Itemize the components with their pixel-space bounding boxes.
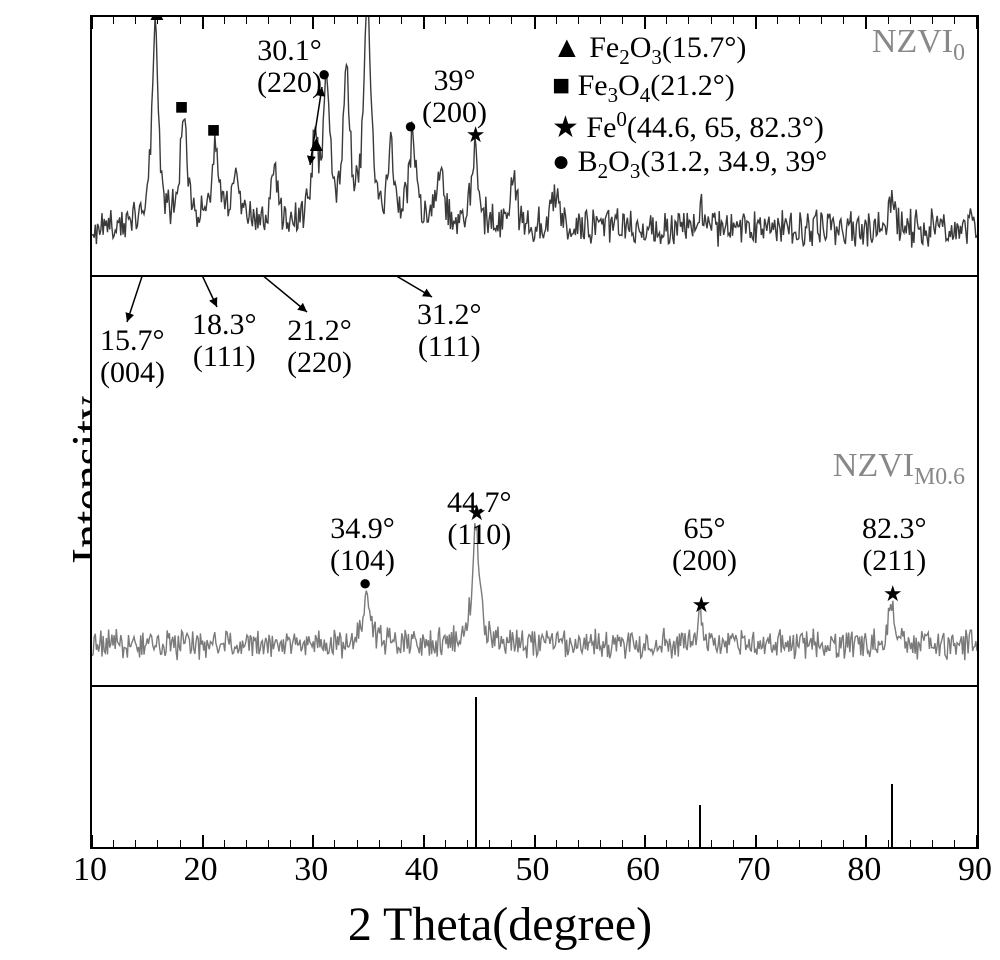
x-tick-label: 10 [73, 851, 107, 889]
annot-65: 65°(200) [672, 513, 737, 576]
legend-fe2o3: ▲ Fe2O3(15.7°) [552, 31, 746, 69]
annot-39: 39°(200) [422, 65, 487, 128]
spectrum-nzvi0 [92, 17, 977, 275]
peak-marker: ★ [467, 500, 487, 526]
peak-marker: ★ [466, 122, 486, 148]
annot-31p2: 31.2°(111) [417, 299, 482, 362]
sample-label-nzvi0: NZVI0 [872, 23, 965, 67]
x-tick-label: 60 [626, 851, 660, 889]
x-tick-label: 50 [516, 851, 550, 889]
legend-fe3o4: ■ Fe3O4(21.2°) [552, 69, 735, 107]
xrd-chart: Intensity 2 Theta(degree) NZVI0 30.1°(22… [0, 0, 1000, 960]
x-tick-label: 70 [737, 851, 771, 889]
peak-marker: ▲ [305, 131, 327, 157]
peak-marker: ★ [691, 592, 711, 618]
annot-18p3: 18.3°(111) [192, 309, 257, 372]
annot-15p7: 15.7°(004) [100, 325, 165, 388]
legend-b2o3: ● B2O3(31.2, 34.9, 39° [552, 145, 827, 183]
annot-82p3: 82.3°(211) [862, 513, 927, 576]
panel-nzvim06: NZVIM0.6 15.7°(004) 18.3°(111) 21.2°(220… [92, 277, 977, 687]
x-tick-label: 30 [294, 851, 328, 889]
reference-stick [475, 697, 477, 847]
peak-marker: ● [358, 570, 371, 596]
legend-fe0: ★ Fe0(44.6, 65, 82.3°) [552, 107, 824, 146]
peak-marker: ■ [207, 117, 220, 143]
peak-marker: ★ [883, 581, 903, 607]
panel-reference [92, 687, 977, 847]
annot-21p2: 21.2°(220) [287, 315, 352, 378]
x-axis-label: 2 Theta(degree) [348, 897, 652, 952]
sample-label-nzvim06: NZVIM0.6 [833, 447, 965, 491]
panel-nzvi0: NZVI0 30.1°(220) 39°(200) ▲ Fe2O3(15.7°)… [92, 17, 977, 277]
peak-marker: ■ [175, 94, 188, 120]
reference-stick [891, 784, 893, 847]
peak-marker: ● [404, 113, 417, 139]
annot-30p1: 30.1°(220) [257, 35, 322, 98]
x-tick-label: 90 [958, 851, 992, 889]
x-tick-label: 20 [184, 851, 218, 889]
x-tick-label: 80 [847, 851, 881, 889]
reference-stick [699, 805, 701, 847]
annot-34p9: 34.9°(104) [330, 513, 395, 576]
plot-area: NZVI0 30.1°(220) 39°(200) ▲ Fe2O3(15.7°)… [90, 15, 979, 849]
peak-marker: ● [318, 61, 331, 87]
x-tick-label: 40 [405, 851, 439, 889]
